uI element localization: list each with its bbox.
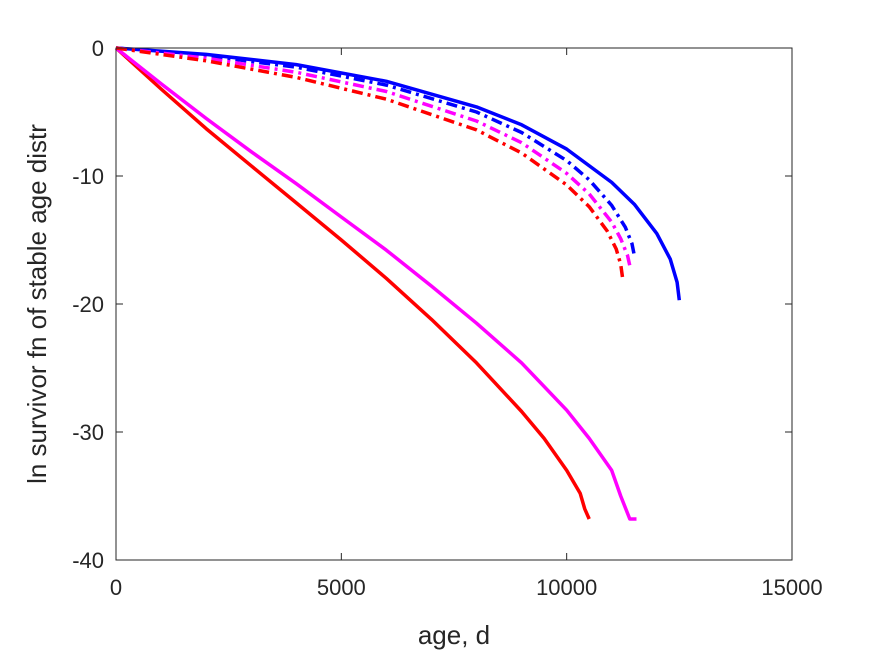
y-tick-label: -30 (72, 420, 104, 445)
x-axis-label: age, d (418, 620, 490, 650)
series-line-6 (115, 46, 625, 282)
y-tick-label: -10 (72, 164, 104, 189)
y-tick-label: 0 (92, 36, 104, 61)
ticks-layer: 0 5000 10000 15000 0 -10 -20 -30 -40 (72, 36, 822, 600)
series-line-1 (114, 46, 591, 520)
x-tick-label: 5000 (317, 575, 366, 600)
x-tick-label: 15000 (761, 575, 822, 600)
x-tick-label: 0 (110, 575, 122, 600)
series-line-4 (115, 46, 637, 256)
y-tick-label: -40 (72, 548, 104, 573)
y-axis-label: ln survivor fn of stable age distr (22, 124, 52, 484)
series-layer (114, 46, 682, 521)
series-line-5 (115, 46, 632, 266)
y-tick-label: -20 (72, 292, 104, 317)
series-line-3 (115, 46, 682, 301)
x-tick-label: 10000 (536, 575, 597, 600)
series-line-2 (114, 46, 637, 521)
